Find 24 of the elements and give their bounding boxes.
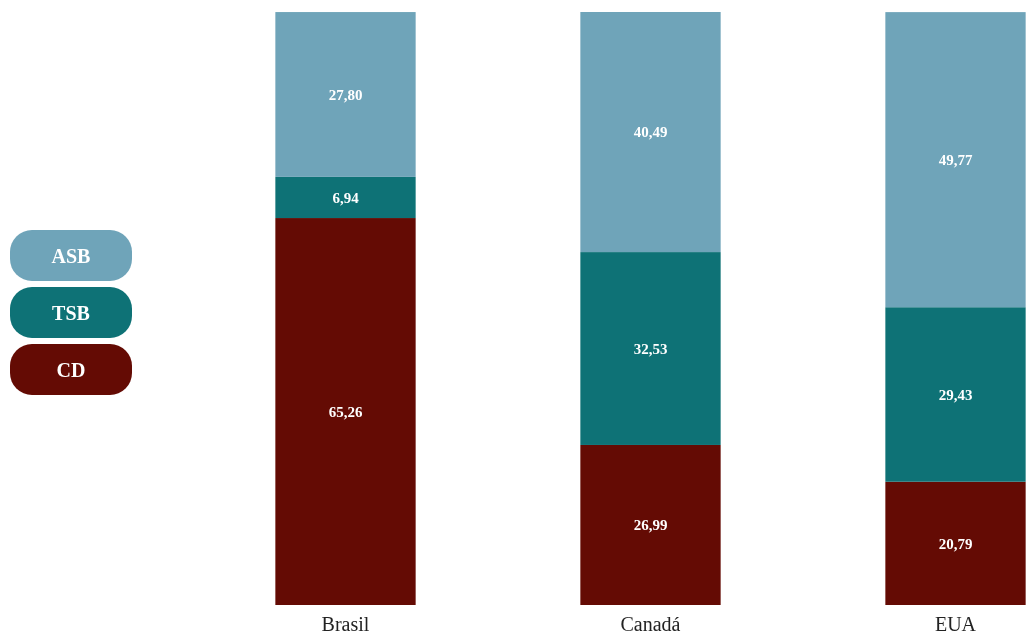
data-label: 27,80 [328,86,363,103]
bar [275,12,416,177]
x-tick-label: Canadá [620,613,681,636]
text: TSB [52,302,90,324]
bar [885,12,1026,308]
bar [885,307,1026,482]
data-label: 26,99 [633,517,668,534]
x-tick-label: Brasil [321,613,370,636]
data-label: 65,26 [328,403,363,420]
bar [580,444,721,605]
data-label: 6,94 [332,189,360,206]
data-label: 32,53 [633,340,668,357]
data-label: 49,77 [938,151,973,168]
bar [580,12,721,253]
text: CD [56,359,86,381]
x-tick-label: EUA [934,613,977,636]
bar [275,218,416,605]
bar [275,176,416,219]
data-label: 20,79 [938,535,973,552]
text: ASB [51,245,91,267]
bar [885,481,1026,605]
data-label: 40,49 [633,124,668,141]
data-label: 29,43 [938,386,973,403]
bar [580,252,721,445]
